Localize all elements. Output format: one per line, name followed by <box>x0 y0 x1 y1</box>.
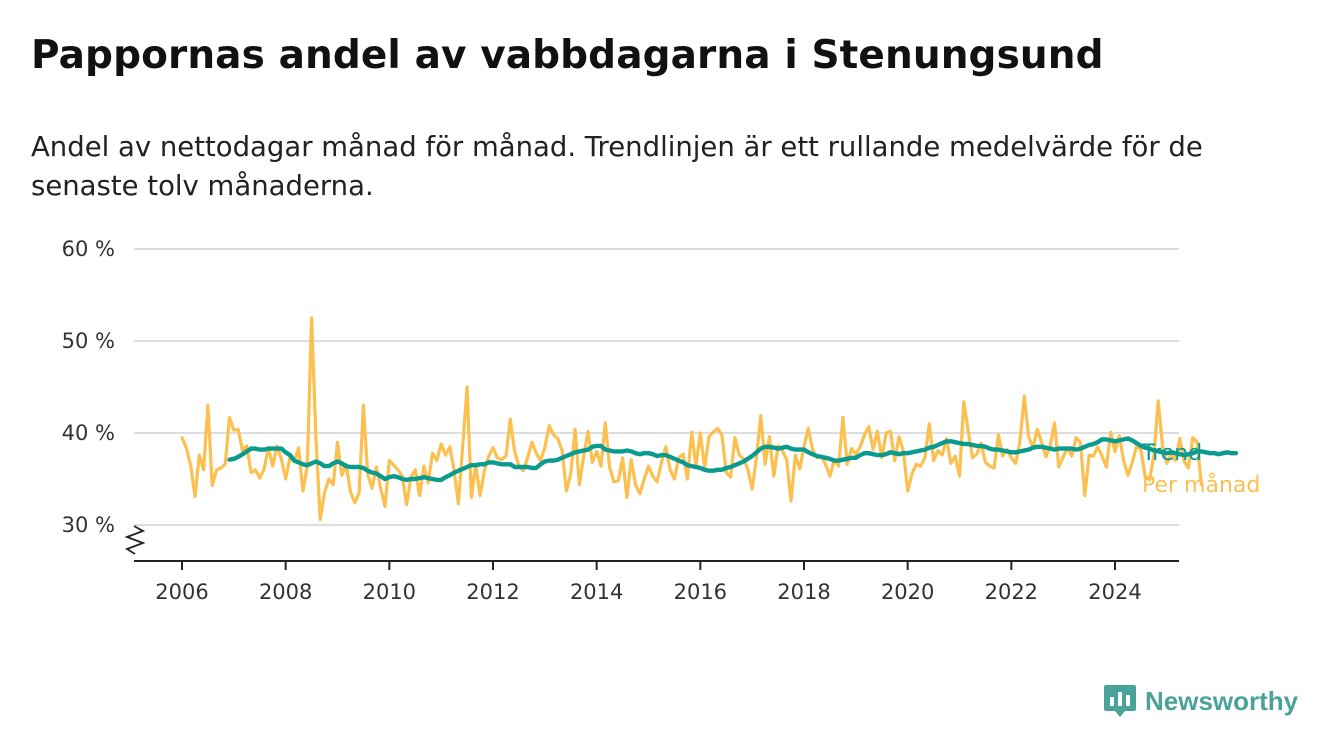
chart-subtitle: Andel av nettodagar månad för månad. Tre… <box>31 131 1203 202</box>
y-axis-break-icon <box>124 525 146 555</box>
brand-logo: Newsworthy <box>1103 683 1298 719</box>
axis-layer: 30 % 40 % 50 % 60 % 2006 2008 2010 2012 2014 2016… <box>62 237 1179 604</box>
x-tick-label: 2020 <box>881 580 934 604</box>
x-tick-label: 2016 <box>674 580 727 604</box>
legend-layer: Trend Per månad <box>1141 441 1260 498</box>
x-tick-label: 2022 <box>985 580 1038 604</box>
y-tick-label: 40 % <box>62 421 115 445</box>
x-tick-label: 2010 <box>363 580 416 604</box>
brand-name: Newsworthy <box>1145 685 1299 716</box>
x-tick-label: 2014 <box>570 580 623 604</box>
y-tick-label: 50 % <box>62 329 115 353</box>
x-tick-label: 2006 <box>155 580 208 604</box>
x-tick-label: 2012 <box>466 580 519 604</box>
legend-label-trend: Trend <box>1141 441 1202 466</box>
chart-title: Pappornas andel av vabbdagarna i Stenung… <box>31 33 1104 78</box>
x-tick-label: 2018 <box>777 580 830 604</box>
series-line-trend <box>227 436 1239 483</box>
series-line-per-manad <box>180 316 1203 522</box>
x-tick-label: 2024 <box>1088 580 1141 604</box>
x-tick-label: 2008 <box>259 580 312 604</box>
y-tick-label: 30 % <box>62 513 115 537</box>
legend-label-per-manad: Per månad <box>1142 472 1260 498</box>
y-tick-label: 60 % <box>62 237 115 261</box>
grid-layer <box>134 248 1179 526</box>
series-layer <box>180 316 1239 522</box>
newsworthy-chart-icon <box>1104 685 1136 717</box>
